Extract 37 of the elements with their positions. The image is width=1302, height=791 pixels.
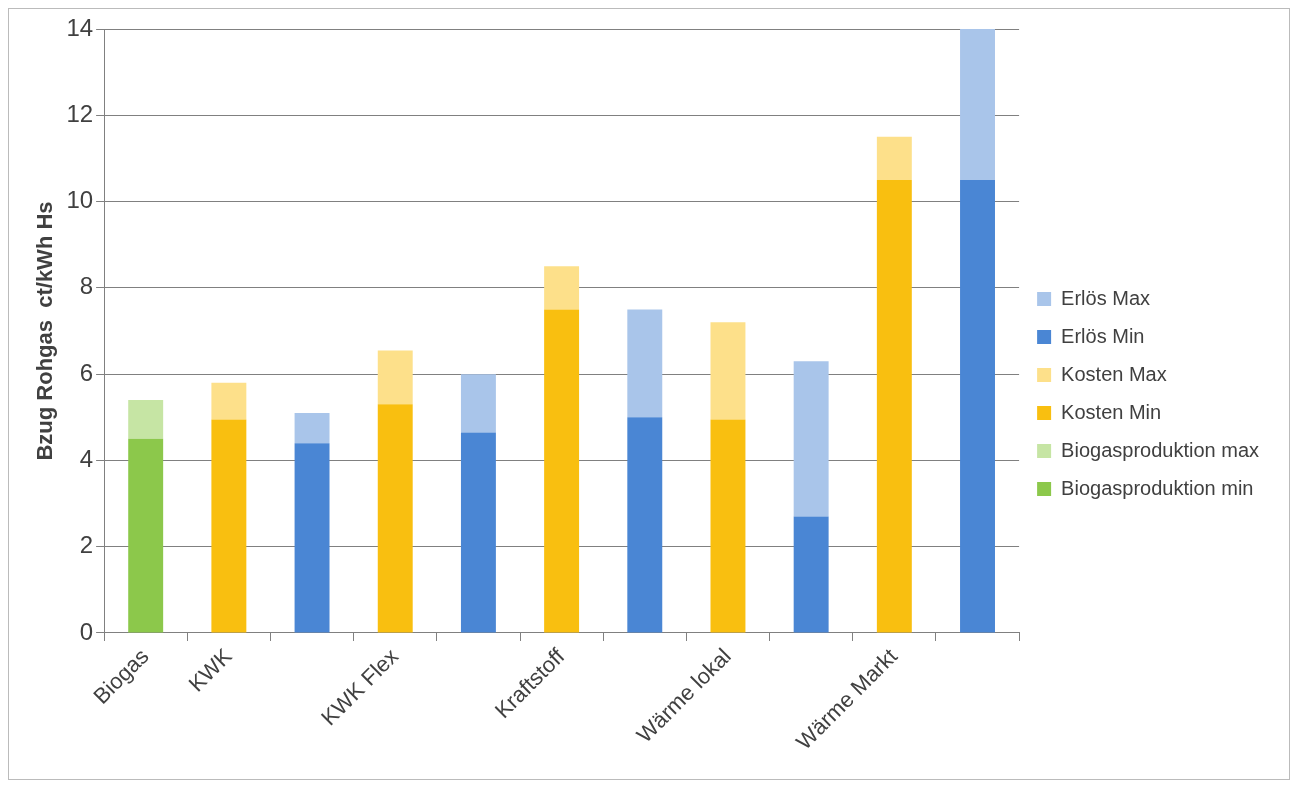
y-axis-title: Bzug Rohgas ct/kWh Hs [32, 201, 58, 461]
bar [710, 322, 746, 420]
bar [460, 432, 496, 633]
bar [211, 382, 247, 420]
y-tick-label: 12 [66, 99, 94, 127]
bar [544, 309, 580, 633]
bar [377, 350, 413, 405]
legend-label: Kosten Min [1061, 400, 1162, 423]
bar [128, 438, 164, 633]
y-tick-label: 4 [79, 445, 94, 473]
bar [876, 136, 912, 180]
bar [960, 29, 995, 180]
bar [793, 516, 829, 633]
bar [793, 361, 829, 517]
y-tick-label: 14 [66, 13, 94, 41]
bar [627, 309, 663, 418]
bar [377, 404, 413, 633]
bar [544, 266, 580, 310]
bar [294, 412, 330, 444]
bar [876, 180, 912, 633]
bar [460, 374, 496, 433]
y-tick-label: 6 [79, 358, 94, 386]
y-tick-label: 8 [79, 272, 94, 300]
legend-label: Erlös Min [1061, 324, 1145, 347]
y-tick-label: 0 [79, 617, 94, 645]
legend-label: Kosten Max [1061, 362, 1167, 385]
bar [294, 443, 330, 633]
bar [627, 417, 663, 633]
y-tick-label: 2 [79, 531, 94, 559]
y-tick-label: 10 [66, 186, 94, 214]
legend-label: Erlös Max [1061, 286, 1151, 309]
legend-label: Biogasproduktion max [1061, 438, 1259, 461]
bar [960, 180, 995, 633]
legend-label: Biogasproduktion min [1061, 476, 1254, 499]
bar [211, 419, 247, 633]
bar [710, 419, 746, 633]
bar [128, 400, 164, 439]
